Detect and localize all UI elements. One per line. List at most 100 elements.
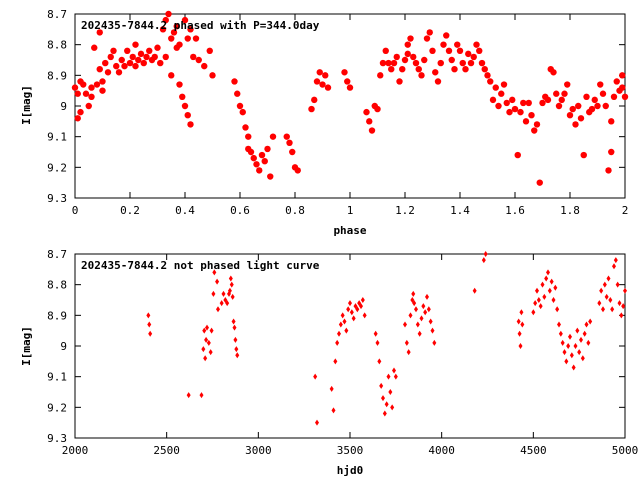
- phased-data-point: [432, 69, 439, 76]
- phased-data-point: [176, 41, 183, 48]
- phased-data-point: [316, 69, 323, 76]
- phased-data-point: [118, 56, 125, 64]
- unphased-data-point: [209, 327, 214, 334]
- phased-data-point: [85, 102, 92, 110]
- unphased-data-point: [588, 318, 593, 325]
- phased-y-tick-label: 9.2: [47, 161, 67, 174]
- phased-data-point: [456, 47, 464, 54]
- phased-data-point: [102, 59, 109, 67]
- unphased-data-point: [481, 257, 486, 264]
- phased-data-point: [88, 84, 95, 91]
- unphased-data-point: [538, 303, 543, 310]
- phased-data-point: [154, 44, 161, 51]
- phased-data-point: [511, 105, 519, 113]
- unphased-x-tick-label: 4500: [520, 444, 547, 457]
- phased-data-point: [421, 56, 428, 64]
- unphased-data-point: [426, 306, 431, 313]
- unphased-x-tick-label: 3500: [337, 444, 364, 457]
- phased-data-point: [454, 41, 461, 48]
- phased-data-point: [478, 59, 486, 67]
- phased-data-point: [558, 96, 565, 104]
- unphased-y-tick-label: 8.7: [47, 248, 67, 261]
- unphased-data-point: [623, 287, 627, 294]
- phased-data-point: [619, 84, 626, 91]
- phased-data-point: [258, 151, 266, 159]
- phased-data-point: [132, 41, 139, 48]
- unphased-data-point: [536, 297, 541, 303]
- phased-data-point: [564, 81, 571, 88]
- unphased-y-tick-label: 8.8: [47, 279, 67, 292]
- phased-data-point: [104, 69, 112, 76]
- phased-data-point: [566, 112, 574, 119]
- phased-data-point: [289, 148, 296, 156]
- unphased-data-point: [425, 293, 429, 300]
- unphased-data-point: [362, 312, 367, 319]
- phased-data-point: [481, 66, 488, 73]
- unphased-data-point: [586, 339, 591, 346]
- unphased-data-point: [575, 327, 580, 334]
- phased-data-point: [379, 59, 387, 67]
- unphased-data-point: [404, 339, 409, 346]
- phased-data-point: [168, 72, 175, 79]
- phased-data-point: [572, 121, 579, 128]
- phased-data-point: [201, 62, 208, 70]
- phased-data-point: [437, 59, 444, 67]
- phased-data-point: [82, 90, 90, 97]
- phased-data-point: [256, 167, 263, 174]
- unphased-data-point: [148, 330, 153, 337]
- phased-data-point: [577, 115, 585, 122]
- phased-data-point: [179, 93, 186, 101]
- phased-data-point: [580, 151, 587, 159]
- unphased-chart-title: 202435-7844.2 not phased light curve: [81, 259, 320, 272]
- unphased-data-point: [546, 269, 550, 276]
- phased-data-point: [115, 69, 123, 76]
- phased-data-point: [151, 53, 158, 61]
- phased-data-point: [190, 53, 197, 61]
- unphased-data-point: [612, 263, 616, 270]
- unphased-data-point: [564, 358, 569, 365]
- phased-data-point: [476, 47, 483, 54]
- unphased-x-tick-label: 3000: [245, 444, 272, 457]
- phased-chart-title: 202435-7844.2 phased with P=344.0day: [81, 19, 320, 32]
- phased-data-point: [610, 93, 618, 101]
- unphased-data-point: [233, 336, 238, 343]
- phased-data-point: [418, 72, 425, 79]
- phased-data-point: [140, 59, 147, 67]
- unphased-data-point: [547, 287, 552, 294]
- unphased-data-point: [520, 321, 525, 328]
- phased-x-tick-label: 2: [622, 204, 629, 217]
- unphased-data-point: [351, 315, 356, 322]
- phased-data-point: [168, 35, 175, 42]
- phased-data-point: [124, 47, 131, 54]
- phased-data-point: [250, 154, 257, 162]
- phased-data-point: [393, 53, 400, 61]
- phased-data-point: [368, 127, 376, 134]
- unphased-data-point: [571, 364, 576, 371]
- phased-data-point: [602, 102, 609, 110]
- phased-data-point: [498, 90, 505, 97]
- phased-data-point: [247, 148, 255, 156]
- unphased-data-point: [573, 343, 578, 349]
- unphased-data-point: [333, 358, 338, 365]
- phased-data-point: [451, 66, 458, 73]
- unphased-data-point: [234, 346, 239, 353]
- phased-data-point: [583, 93, 590, 101]
- unphased-data-point: [215, 278, 220, 285]
- phased-data-point: [74, 115, 81, 122]
- phased-data-point: [88, 93, 95, 101]
- phased-data-point: [264, 145, 271, 153]
- phased-data-point: [462, 66, 469, 73]
- phased-data-point: [544, 96, 552, 104]
- phased-data-point: [553, 90, 560, 97]
- phased-data-point: [322, 72, 329, 79]
- phased-x-axis-label: phase: [333, 224, 366, 237]
- unphased-data-point: [225, 300, 230, 307]
- phased-x-tick-label: 0: [72, 204, 79, 217]
- unphased-data-point: [621, 303, 626, 310]
- unphased-y-axis-label: I[mag]: [20, 326, 33, 366]
- unphased-data-point: [201, 346, 206, 353]
- phased-data-point: [619, 72, 626, 79]
- phased-data-point: [74, 90, 81, 97]
- unphased-data-point: [211, 290, 216, 297]
- unphased-data-point: [560, 339, 565, 346]
